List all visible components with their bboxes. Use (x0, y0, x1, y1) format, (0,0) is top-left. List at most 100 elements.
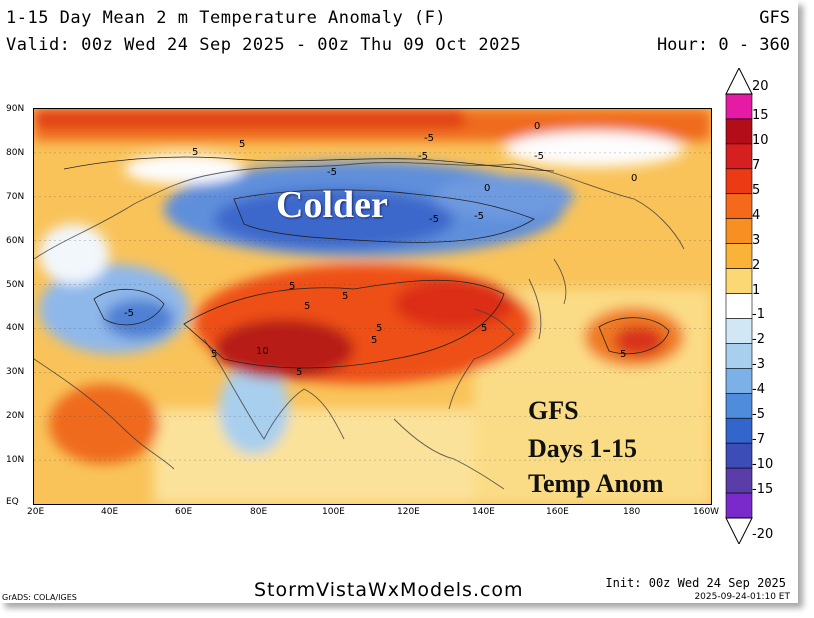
mongolia-hot-core (394, 279, 514, 329)
lat-label: 10N (6, 455, 25, 465)
annotation-variable: Temp Anom (528, 469, 664, 498)
contour-label: 5 (620, 349, 626, 360)
contour-labels: 5 5 -5 -5 -5 -5 -5 -5 -5 5 5 5 10 5 5 5 … (124, 121, 637, 378)
color-swatch (725, 143, 753, 170)
colder-annotation: Colder (276, 184, 388, 226)
init-time: Init: 00z Wed 24 Sep 2025 (605, 576, 786, 590)
near-zero-patch-3 (39, 224, 109, 284)
lon-label: 80E (250, 507, 268, 517)
lat-label: 20N (6, 411, 25, 421)
valid-period: Valid: 00z Wed 24 Sep 2025 - 00z Thu 09 … (6, 35, 522, 55)
lat-label: 40N (6, 323, 25, 333)
color-scale-tick: -2 (752, 332, 765, 348)
lon-label: 160E (546, 507, 569, 517)
arctic-hot-band (34, 109, 464, 127)
contour-label: 10 (256, 346, 269, 357)
contour-label: -5 (474, 211, 484, 222)
color-scale-tick: 3 (752, 232, 761, 248)
coastlines (34, 162, 685, 490)
color-scale-tick: -5 (752, 407, 765, 423)
color-scale-bar (725, 68, 753, 544)
color-scale-tick: 15 (752, 107, 769, 123)
lon-label: 140E (472, 507, 495, 517)
siberia-cold-core (214, 189, 454, 249)
color-swatch (725, 392, 753, 419)
lat-label: 50N (6, 280, 25, 290)
color-scale-tick: -7 (752, 432, 765, 448)
contour-label: 5 (376, 323, 382, 334)
color-swatch (725, 417, 753, 444)
color-scale-tick: 4 (752, 207, 761, 223)
contour-label: 5 (371, 335, 377, 346)
color-scale-tick: -1 (752, 307, 765, 323)
contour-label: 0 (631, 173, 637, 184)
near-zero-patch-1 (504, 131, 684, 167)
lat-label: 90N (6, 104, 25, 114)
color-swatch (725, 293, 753, 319)
color-swatch (725, 343, 753, 369)
lat-label: 70N (6, 192, 25, 202)
color-swatch (725, 193, 753, 220)
contour-label: 5 (239, 139, 245, 150)
color-scale-swatches (725, 93, 753, 519)
annotation-model: GFS (528, 396, 579, 425)
contour-label: 5 (289, 281, 295, 292)
color-swatch (725, 442, 753, 469)
scale-arrow-top (725, 68, 753, 95)
anomaly-field: 5 5 -5 -5 -5 -5 -5 -5 -5 5 5 5 10 5 5 5 … (34, 109, 711, 504)
color-swatch (725, 467, 753, 494)
lon-label: 120E (397, 507, 420, 517)
color-scale-tick: 7 (752, 157, 761, 173)
color-swatch (725, 118, 753, 145)
lon-label: 20E (27, 507, 45, 517)
color-scale-tick: -4 (752, 382, 765, 398)
anomaly-map: 5 5 -5 -5 -5 -5 -5 -5 -5 5 5 5 10 5 5 5 … (33, 108, 712, 505)
color-swatch (725, 318, 753, 344)
color-scale-tick: -3 (752, 357, 765, 373)
contour-label: -5 (418, 151, 428, 162)
website-credit: StormVistaWxModels.com (254, 579, 524, 601)
lat-label: EQ (6, 497, 19, 507)
contour-label: -5 (429, 214, 439, 225)
color-swatch (725, 268, 753, 294)
contour-label: 5 (192, 147, 198, 158)
contour-label: 0 (484, 183, 490, 194)
color-scale-tick: -10 (752, 457, 774, 473)
tropics-pale-field (154, 409, 474, 504)
color-scale-tick: 20 (752, 79, 769, 94)
color-scale-tick: 5 (752, 182, 761, 198)
color-swatch (725, 368, 753, 394)
scale-arrow-bottom (725, 517, 753, 544)
tibet-hot-core (214, 319, 354, 379)
color-scale-tick: -15 (752, 482, 774, 498)
contour-label: 0 (534, 121, 540, 132)
contour-label: -5 (124, 308, 134, 319)
chart-title: 1-15 Day Mean 2 m Temperature Anomaly (F… (6, 8, 447, 28)
model-name: GFS (759, 8, 790, 28)
color-swatch (725, 93, 753, 120)
near-zero-patch-2 (124, 154, 244, 184)
contour-label: 5 (342, 291, 348, 302)
lon-label: 180 (623, 507, 641, 517)
contours (63, 156, 670, 369)
contour-label: -5 (534, 151, 544, 162)
europe-cold-core (104, 299, 174, 339)
color-swatch (725, 218, 753, 244)
contour-label: 5 (211, 349, 217, 360)
color-scale-tick: 1 (752, 282, 761, 298)
generated-timestamp: 2025-09-24-01:10 ET (694, 592, 790, 602)
arabia-warm-region (49, 384, 159, 464)
color-swatch (725, 243, 753, 269)
contour-label: 5 (296, 367, 302, 378)
contour-label: -5 (327, 167, 337, 178)
lon-label: 40E (101, 507, 119, 517)
contour-label: 5 (481, 323, 487, 334)
lon-label: 60E (175, 507, 193, 517)
color-swatch (725, 492, 753, 519)
contour-label: -5 (424, 133, 434, 144)
contour-label: 5 (304, 301, 310, 312)
color-swatch (725, 168, 753, 195)
color-scale-tick: 2 (752, 257, 761, 273)
annotation-days: Days 1-15 (528, 434, 638, 463)
lon-label: 160W (693, 507, 720, 517)
